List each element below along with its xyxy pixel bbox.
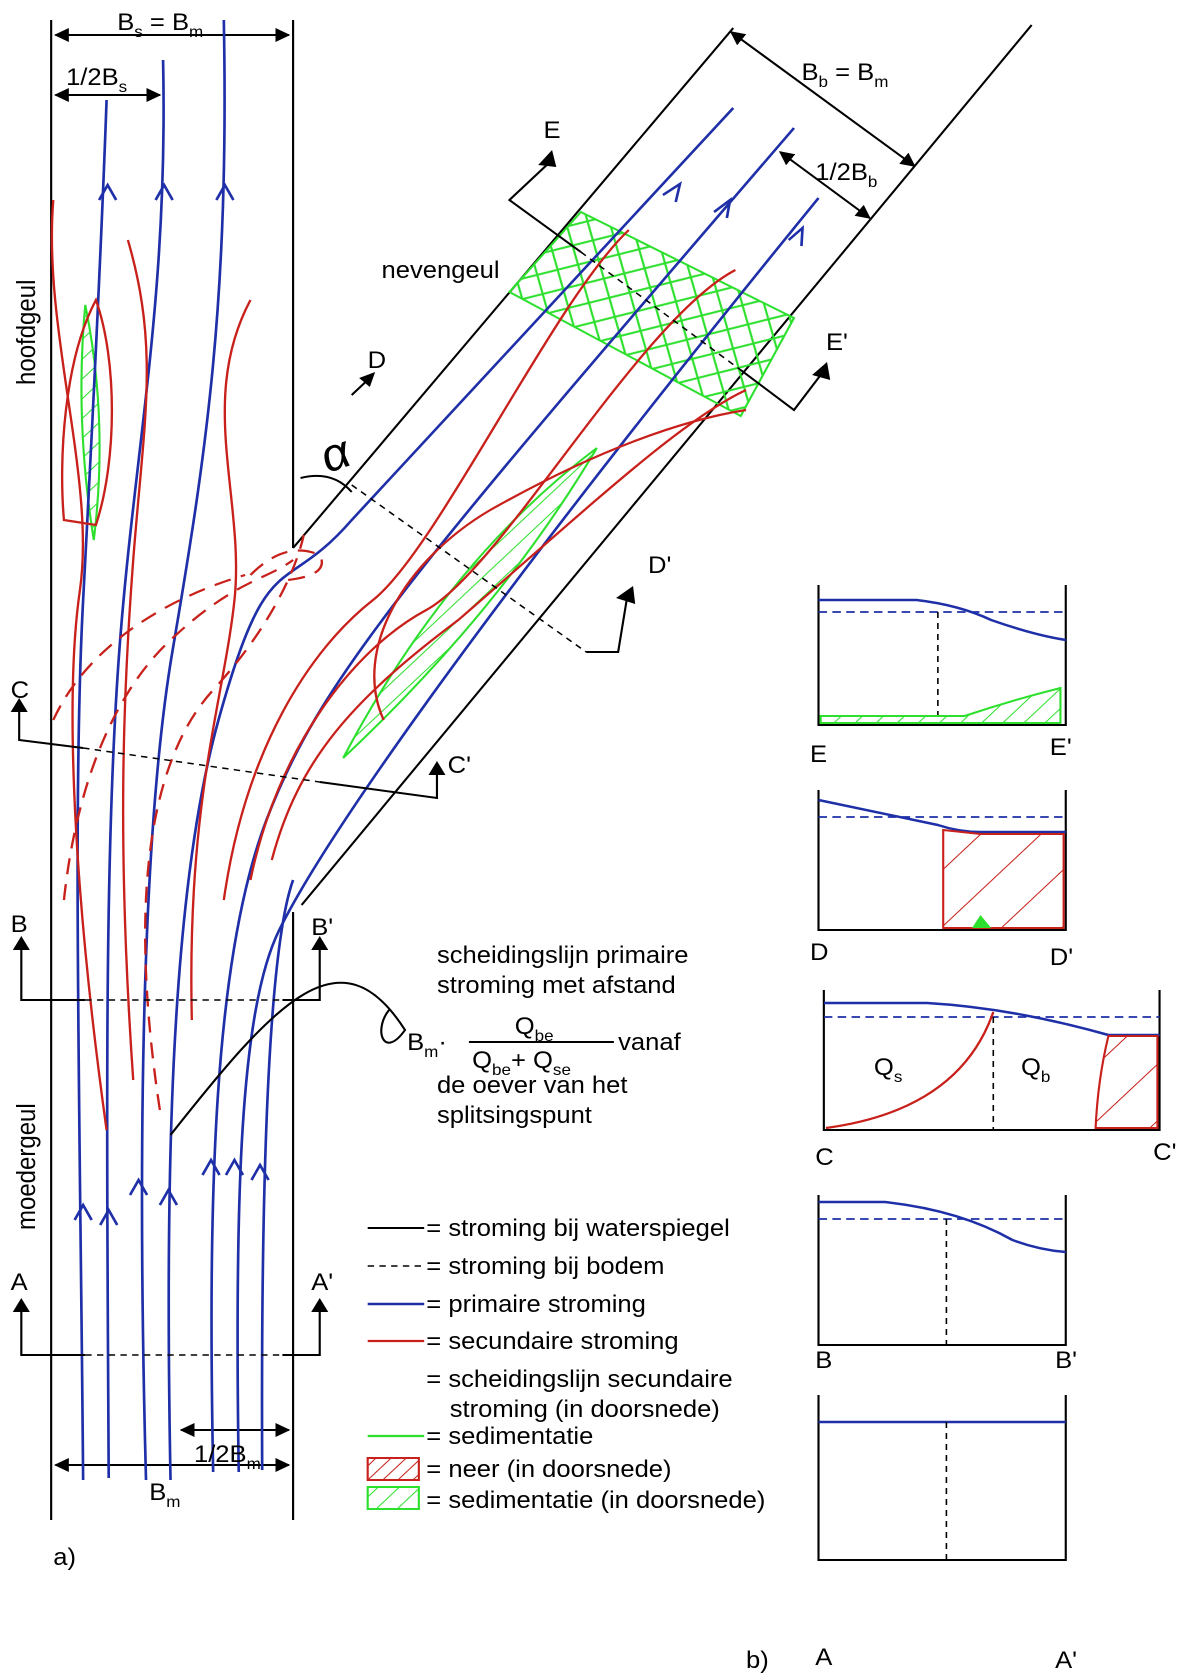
width-label: 1/2Bb — [815, 160, 877, 191]
primary-flow — [73, 19, 820, 1481]
legend-entry: = stroming bij bodem — [426, 1254, 664, 1280]
channel-walls — [50, 20, 1033, 1520]
text-part: m — [874, 72, 888, 90]
channel-label: moedergeul — [14, 1103, 42, 1230]
section-label: E — [810, 742, 827, 768]
section-label: E' — [1050, 735, 1072, 761]
text-part: 1/2B — [194, 1442, 247, 1468]
cross-sections — [817, 585, 1161, 1561]
legend-entry: = sedimentatie — [426, 1424, 593, 1450]
section-label: B — [11, 912, 28, 938]
text-part: Q — [515, 1014, 535, 1040]
text-part: m — [189, 22, 203, 40]
section-label: C' — [448, 753, 471, 779]
section-label: C — [11, 678, 29, 704]
text-part: s — [894, 1067, 903, 1085]
discharge-label: Qb — [1021, 1055, 1050, 1086]
panel-label: a) — [53, 1545, 76, 1571]
section-label: A' — [311, 1270, 333, 1296]
text-part: b — [819, 72, 828, 90]
section-label: C' — [1153, 1140, 1176, 1166]
annotation-pointer — [169, 981, 407, 1136]
text-part: Q — [472, 1048, 492, 1074]
secondary-flow — [50, 199, 747, 1131]
section-label: E — [544, 118, 561, 144]
legend-entry: stroming (in doorsnede) — [450, 1397, 720, 1423]
width-label: 1/2Bs — [66, 65, 127, 96]
annotation: vanaf — [618, 1030, 681, 1056]
text-part: s — [119, 77, 128, 95]
section-label: D' — [648, 553, 671, 579]
legend-entry: = stroming bij waterspiegel — [426, 1216, 729, 1242]
width-label: Bb = Bm — [801, 60, 888, 91]
legend-entry: = scheidingslijn secundaire — [426, 1367, 732, 1393]
dimension-arrows — [53, 28, 916, 1472]
text-part: B — [149, 1480, 166, 1506]
text-part: m — [424, 1042, 438, 1060]
text-part: Q — [1021, 1055, 1041, 1081]
section-label: B' — [1055, 1348, 1077, 1374]
text-part: b — [868, 172, 877, 190]
sedimentation — [80, 210, 796, 759]
text-part: s — [134, 22, 143, 40]
text-part: = B — [143, 10, 189, 36]
section-label: C — [815, 1145, 833, 1171]
text-part: B — [407, 1030, 424, 1056]
text-part: m — [247, 1454, 261, 1472]
channel-label: hoofdgeul — [14, 280, 42, 385]
channel-label: nevengeul — [382, 258, 500, 284]
text-part: · — [438, 1030, 447, 1056]
text-part: 1/2B — [815, 160, 868, 186]
annotation: de oever van het — [437, 1073, 628, 1099]
section-label: A' — [1055, 1648, 1077, 1674]
text-part: 1/2B — [66, 65, 119, 91]
text-part: b — [1041, 1067, 1050, 1085]
legend-entry: = neer (in doorsnede) — [426, 1457, 671, 1483]
section-label: D — [368, 348, 386, 374]
legend-entry: = sedimentatie (in doorsnede) — [426, 1488, 765, 1514]
legend: = stroming bij waterspiegel = stroming bi… — [426, 1216, 765, 1514]
section-label: A — [815, 1645, 833, 1671]
text-part: + Q — [511, 1048, 553, 1074]
width-label: Bm — [149, 1480, 180, 1511]
section-markers — [10, 150, 831, 1356]
section-label: D — [810, 940, 828, 966]
angle-label: α — [313, 425, 360, 483]
section-label: B — [815, 1348, 832, 1374]
text-part: = B — [828, 60, 874, 86]
annotation: scheidingslijn primaire — [437, 943, 689, 969]
width-label: 1/2Bm — [194, 1442, 261, 1473]
annotation: splitsingspunt — [437, 1103, 592, 1129]
annotation: Qbe — [515, 1014, 554, 1045]
legend-samples — [366, 1227, 425, 1510]
text-part: Q — [874, 1055, 894, 1081]
annotation: Bm· — [407, 1030, 447, 1061]
section-label: E' — [826, 330, 848, 356]
section-label: D' — [1050, 945, 1073, 971]
text-part: m — [166, 1492, 180, 1510]
legend-entry: = secundaire stroming — [426, 1329, 678, 1355]
panel-label: b) — [746, 1648, 769, 1674]
legend-entry: = primaire stroming — [426, 1292, 646, 1318]
section-label: A — [11, 1270, 29, 1296]
text-part: be — [492, 1060, 511, 1078]
width-label: Bs = Bm — [117, 10, 203, 41]
discharge-label: Qs — [874, 1055, 902, 1086]
section-labels: E E' D D' C C' B B' A A' — [810, 735, 1177, 1674]
section-label: B' — [311, 915, 333, 941]
text-part: be — [535, 1026, 554, 1044]
text-part: B — [801, 60, 818, 86]
annotation: Qbe+ Qse — [472, 1048, 571, 1079]
annotation: stroming met afstand — [437, 973, 676, 999]
text-part: se — [553, 1060, 571, 1078]
text-part: B — [117, 10, 134, 36]
